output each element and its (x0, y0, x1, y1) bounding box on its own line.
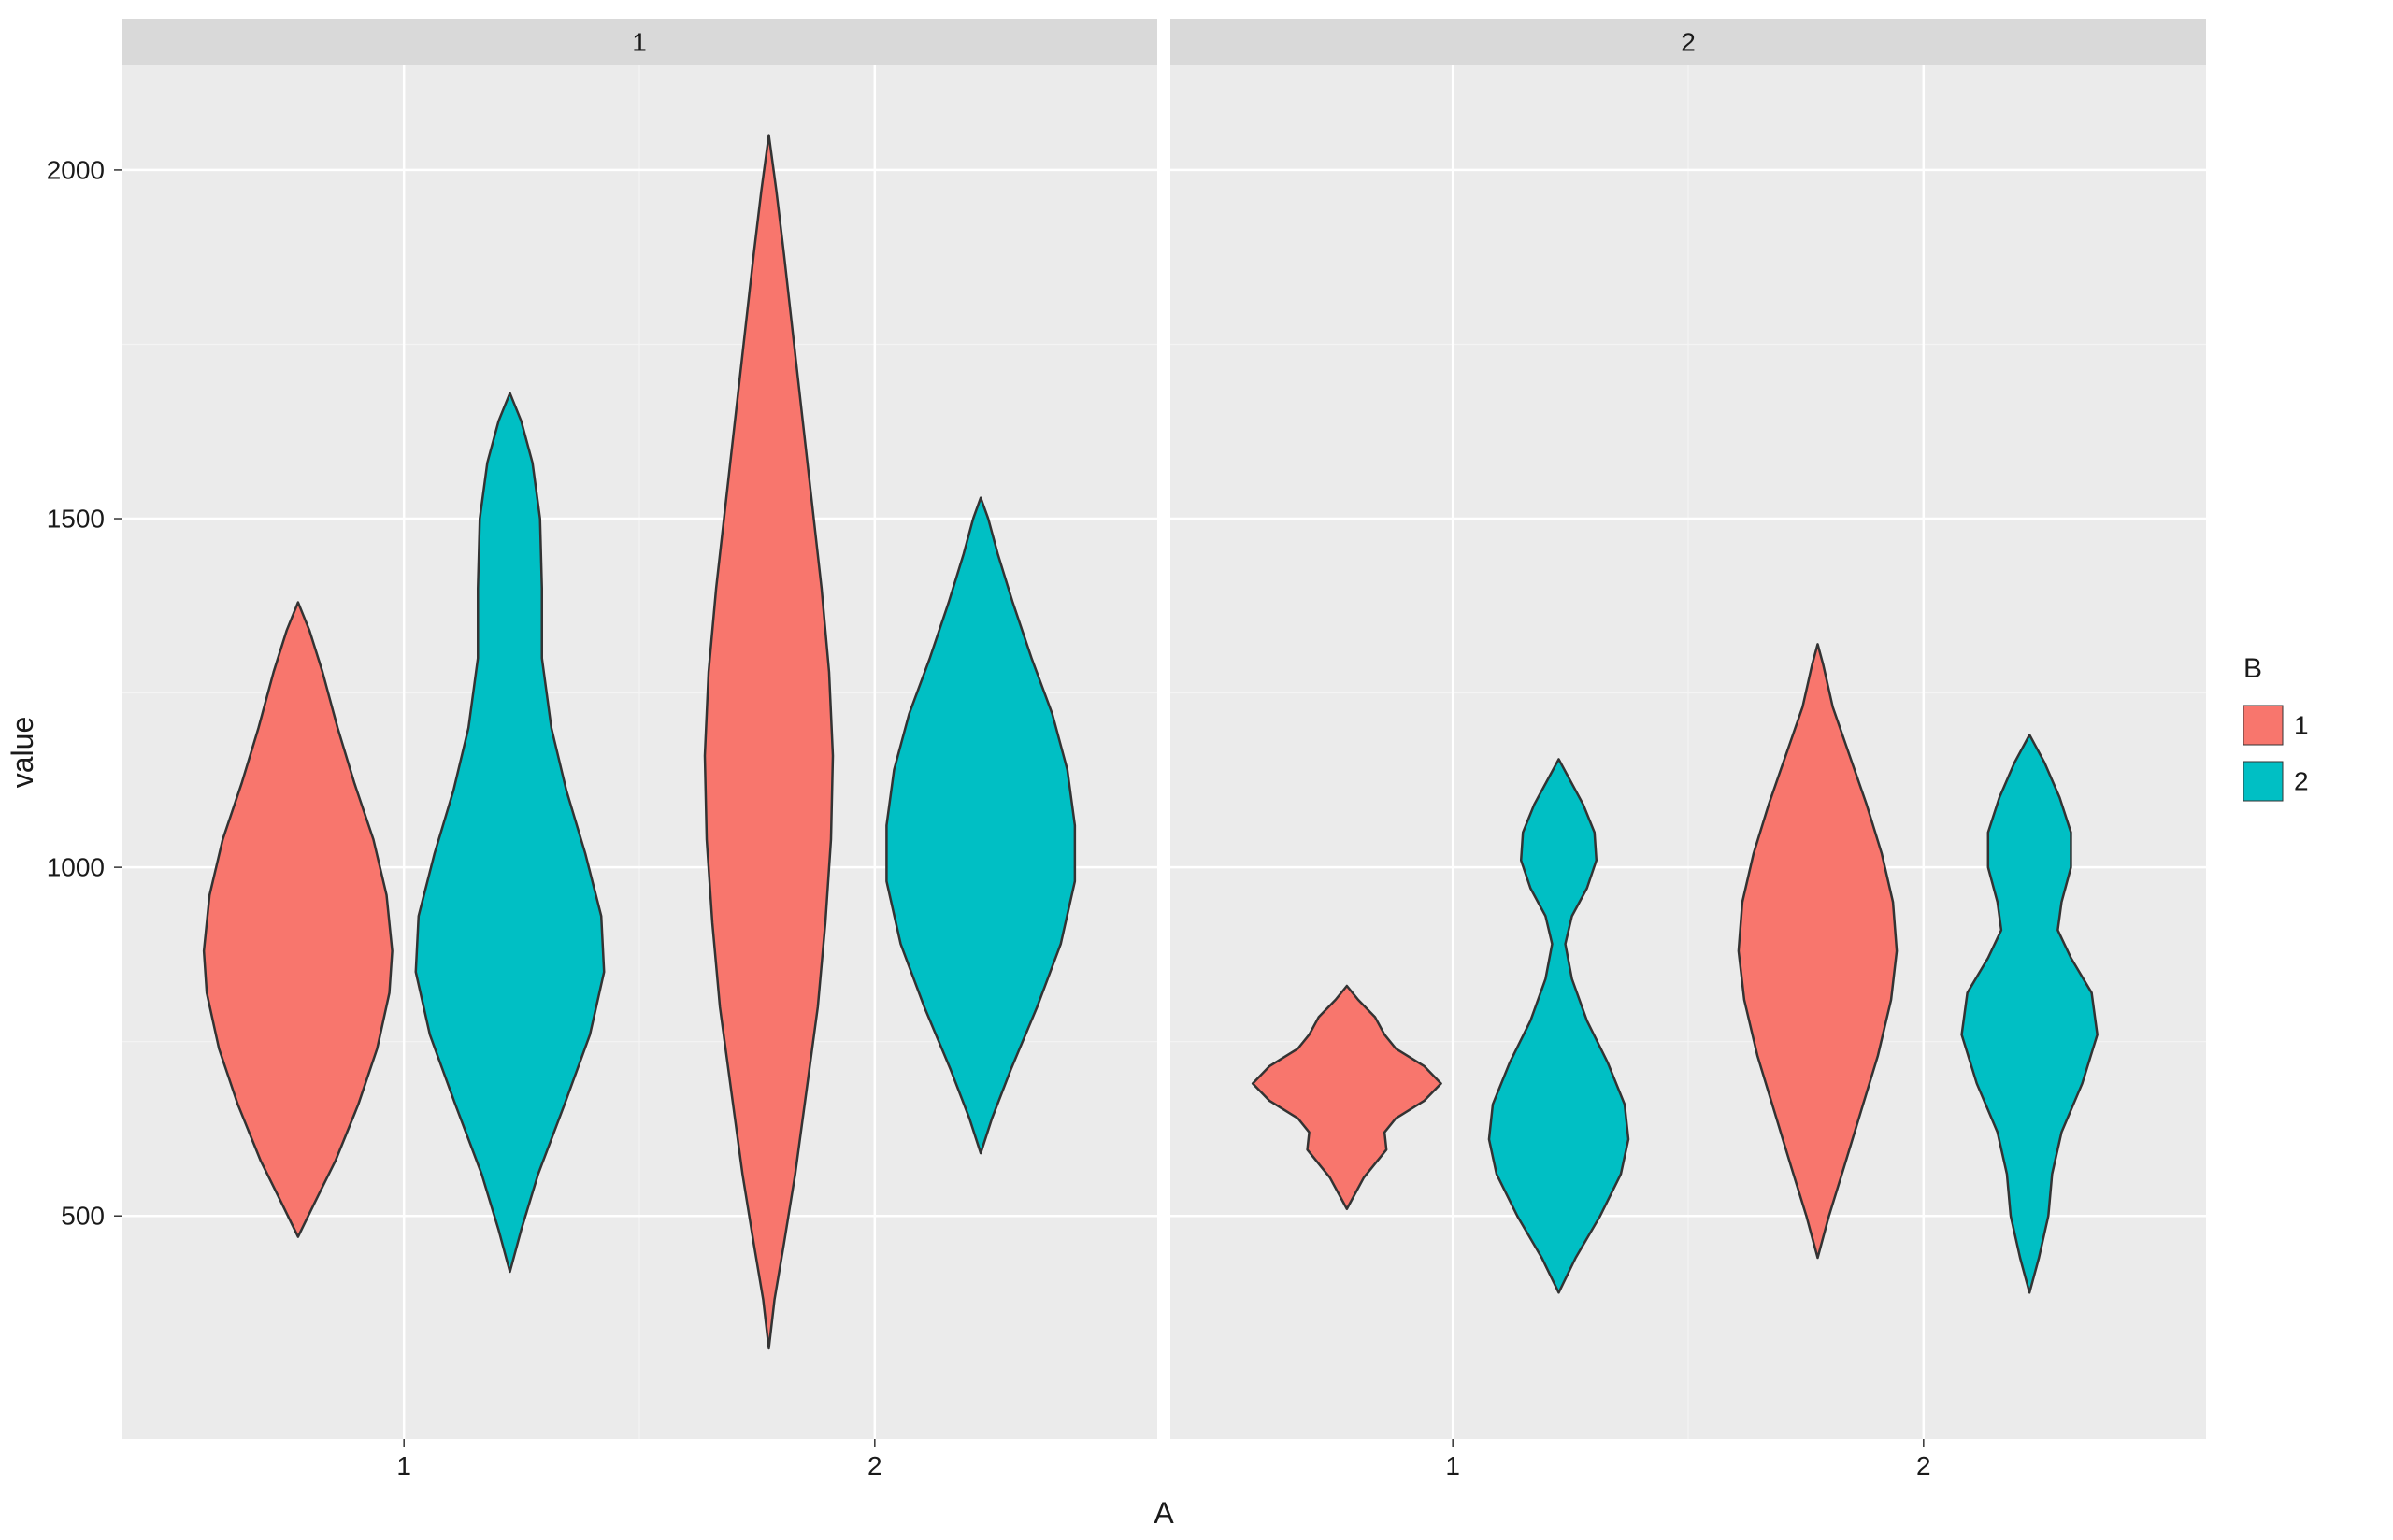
legend-swatch (2243, 706, 2283, 745)
legend-swatch (2243, 762, 2283, 801)
x-axis-tick-label: 2 (1916, 1451, 1931, 1480)
y-axis-title-text: value (6, 717, 39, 789)
facet-strip-label: 2 (1681, 28, 1696, 57)
x-axis-tick-label: 1 (396, 1451, 411, 1480)
y-axis-tick-label: 1000 (47, 853, 105, 882)
x-axis-tick-label: 1 (1445, 1451, 1460, 1480)
facet-strip-label: 1 (632, 28, 647, 57)
legend-label-text: 1 (2294, 711, 2309, 740)
y-axis-tick-label: 500 (61, 1202, 105, 1231)
x-axis-tick-label: 2 (867, 1451, 882, 1480)
legend-label-text: 2 (2294, 767, 2309, 796)
chart-svg: 1 2 500 1000 1500 2000 1 2 1 2 Avalue B 1 2 (0, 0, 2393, 1540)
violin-chart: 1 2 500 1000 1500 2000 1 2 1 2 Avalue B 1 2 (0, 0, 2393, 1540)
x-axis-title-text: A (1154, 1496, 1174, 1530)
y-axis-tick-label: 2000 (47, 155, 105, 184)
y-axis-tick-label: 1500 (47, 505, 105, 534)
legend-title-text: B (2243, 653, 2262, 684)
